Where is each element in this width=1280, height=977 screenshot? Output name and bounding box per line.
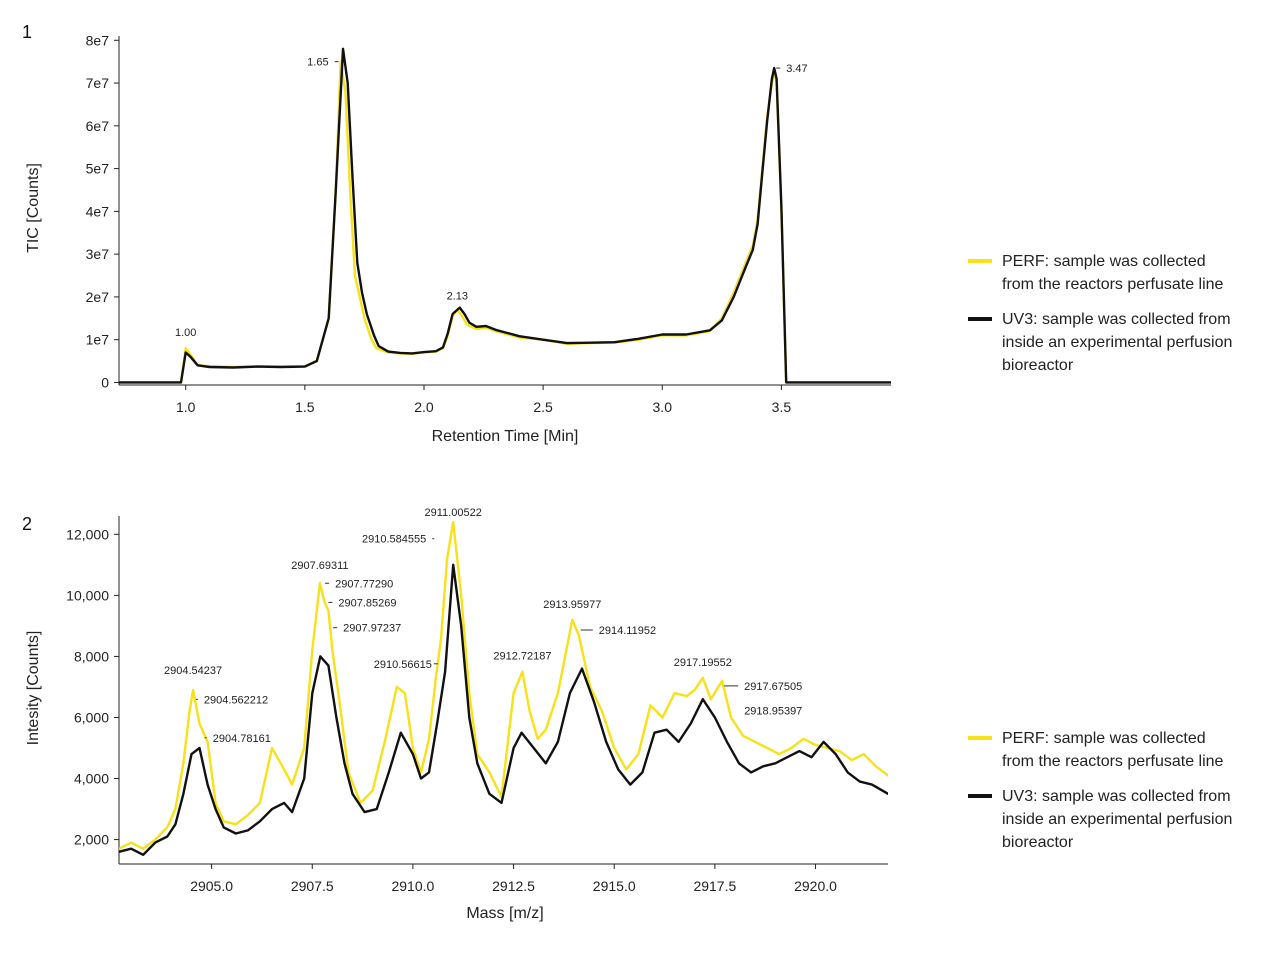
peak-annotation: 2917.19552	[674, 657, 732, 669]
peak-annotation: 1.00	[175, 327, 196, 339]
x-tick-label: 1.5	[295, 399, 315, 415]
peak-annotation: 1.65	[307, 57, 328, 69]
x-axis-title: Mass [m/z]	[466, 905, 543, 922]
legend-label: inside an experimental perfusion	[1002, 811, 1232, 828]
legend-label: UV3: sample was collected from	[1002, 788, 1231, 805]
x-tick-label: 3.5	[772, 399, 792, 415]
series-line-uv3	[119, 47, 891, 384]
panel-1-tic-chart: 1 Retention Time [Min] TIC [Counts] 1.0 1…	[22, 22, 1232, 445]
plot-area: 1.00 1.65 2.13 3.47	[119, 47, 891, 384]
peak-annotation: 2907.69311	[291, 560, 348, 572]
peak-annotation: 2907.97237	[343, 623, 401, 635]
plot-area: 2904.54237 2904.562212 2904.78161 2907.6931…	[119, 507, 888, 856]
legend-label: PERF: sample was collected	[1002, 253, 1206, 270]
peak-annotation: 2.13	[447, 291, 468, 303]
peak-annotation: 2910.56615	[374, 659, 432, 671]
y-tick-label: 8e7	[86, 32, 110, 48]
panel-2-mass-spectrum-chart: 2 Mass [m/z] Intesity [Counts] 2905.0 290…	[22, 507, 1232, 922]
peak-annotation: 2907.77290	[335, 578, 393, 590]
peak-annotation: 2904.54237	[164, 665, 222, 677]
y-tick-label: 4e7	[86, 203, 110, 219]
legend-label: UV3: sample was collected from	[1002, 311, 1231, 328]
series-line-uv3	[119, 563, 888, 856]
peak-annotation: 3.47	[786, 63, 807, 75]
panel-number: 2	[22, 514, 32, 534]
legend-label: inside an experimental perfusion	[1002, 334, 1232, 351]
legend: PERF: sample was collected from the react…	[968, 253, 1232, 374]
y-axis-title: Intesity [Counts]	[25, 631, 42, 746]
x-tick-label: 2.0	[414, 399, 434, 415]
y-tick-label: 2e7	[86, 289, 110, 305]
y-tick-label: 2,000	[74, 832, 109, 848]
x-tick-label: 2907.5	[291, 878, 334, 894]
series-group	[119, 520, 888, 856]
x-tick-label: 2920.0	[794, 878, 837, 894]
peak-annotation: 2912.72187	[493, 651, 551, 663]
series-line-perf	[119, 60, 891, 384]
x-axis-title: Retention Time [Min]	[432, 428, 579, 445]
x-tick-label: 3.0	[653, 399, 673, 415]
peak-annotation: 2907.85269	[338, 597, 396, 609]
series-line-perf	[119, 520, 888, 850]
y-tick-label: 4,000	[74, 771, 109, 787]
peak-annotation: 2904.562212	[204, 694, 268, 706]
x-tick-label: 2910.0	[391, 878, 434, 894]
y-tick-label: 10,000	[66, 587, 109, 603]
peak-annotation: 2910.584555	[362, 534, 426, 546]
y-tick-label: 6e7	[86, 118, 110, 134]
y-tick-label: 7e7	[86, 75, 110, 91]
peak-annotation: 2917.67505	[744, 681, 802, 693]
y-tick-label: 8,000	[74, 648, 109, 664]
x-tick-label: 2917.5	[693, 878, 736, 894]
panel-number: 1	[22, 22, 32, 42]
x-tick-label: 2905.0	[190, 878, 233, 894]
axes: 2905.0 2907.5 2910.0 2912.5 2915.0 2917.5 2920…	[66, 516, 888, 894]
y-tick-label: 12,000	[66, 526, 109, 542]
legend: PERF: sample was collected from the react…	[968, 730, 1232, 851]
peak-annotation: 2913.95977	[543, 599, 601, 611]
peak-annotation: 2918.95397	[744, 706, 802, 718]
peak-annotation: 2911.00522	[425, 507, 482, 519]
legend-label: from the reactors perfusate line	[1002, 753, 1224, 770]
axes: 1.0 1.5 2.0 2.5 3.0 3.5 0 1e7 2e7 3e7 4e7 5e7 6e7 7e7…	[86, 32, 891, 415]
y-tick-label: 5e7	[86, 161, 110, 177]
peak-annotation: 2914.11952	[599, 625, 656, 637]
x-tick-label: 2912.5	[492, 878, 535, 894]
y-tick-label: 1e7	[86, 332, 110, 348]
y-tick-label: 0	[101, 374, 109, 390]
legend-label: PERF: sample was collected	[1002, 730, 1206, 747]
y-tick-label: 6,000	[74, 709, 109, 725]
x-tick-label: 2.5	[533, 399, 553, 415]
x-tick-label: 1.0	[176, 399, 196, 415]
series-group	[119, 47, 891, 384]
legend-label: bioreactor	[1002, 834, 1074, 851]
x-tick-label: 2915.0	[593, 878, 636, 894]
peak-annotation: 2904.78161	[213, 733, 271, 745]
y-tick-label: 3e7	[86, 246, 110, 262]
legend-label: bioreactor	[1002, 357, 1074, 374]
y-axis-title: TIC [Counts]	[25, 163, 42, 253]
legend-label: from the reactors perfusate line	[1002, 276, 1224, 293]
